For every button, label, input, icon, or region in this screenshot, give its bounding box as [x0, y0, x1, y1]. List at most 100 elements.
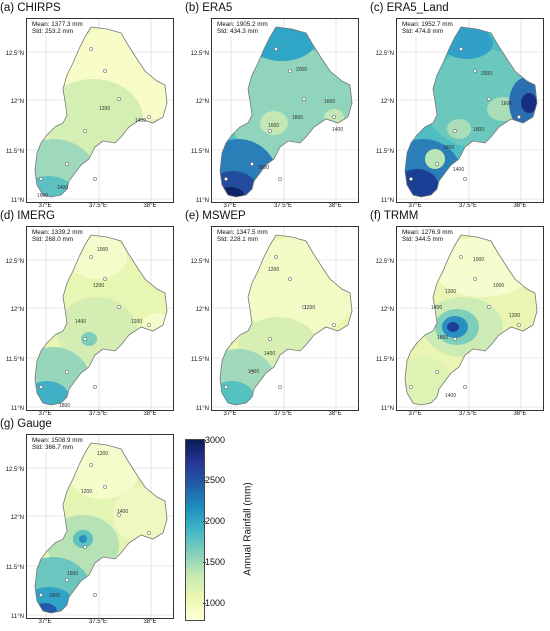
lat-tick: 11.5°N: [376, 357, 394, 363]
lon-tick: 37.5°E: [88, 411, 108, 417]
std-text: Std: 268.0 mm: [32, 236, 73, 244]
contour-label: 1400: [332, 127, 343, 133]
lon-tick: 37.5°E: [458, 411, 478, 417]
contour-label: 1400: [57, 185, 68, 191]
lon-tick: 37.5°E: [458, 203, 478, 209]
lat-tick: 11.5°N: [191, 149, 209, 155]
contour-label: 1800: [49, 593, 60, 599]
contour-label: 2000: [296, 67, 307, 73]
rainfall-map: 1200 1200 1400 1400: [212, 227, 358, 410]
contour-label: 1800: [437, 335, 448, 341]
colorbar-tick-mark: [203, 521, 206, 522]
colorbar-label: Annual Rainfall (mm): [242, 482, 254, 576]
lat-tick: 11.5°N: [191, 357, 209, 363]
mean-text: Mean: 1952.7 mm: [402, 21, 453, 28]
contour-label: 1800: [473, 127, 484, 133]
lat-tick: 12.5°N: [375, 259, 394, 265]
stats-box: Mean: 1905.2 mm Std: 434.3 mm: [215, 21, 270, 36]
lat-tick: 11.5°N: [6, 565, 24, 571]
stats-box: Mean: 1276.9 mm Std: 344.5 mm: [400, 229, 455, 244]
map-panel-era5-land: (c) ERA5_Land 12.5°N 12°N 11.5°N 11°N 37…: [370, 2, 545, 212]
lat-tick: 12.5°N: [5, 51, 24, 57]
mean-text: Mean: 1905.2 mm: [217, 21, 268, 28]
map-frame: Mean: 1905.2 mm Std: 434.3 mm: [211, 18, 359, 203]
colorbar-tick-label: 1500: [205, 557, 226, 567]
lat-tick: 12.5°N: [5, 467, 24, 473]
colorbar-tick-label: 3000: [205, 435, 226, 445]
mean-text: Mean: 1377.3 mm: [32, 21, 83, 28]
lon-tick: 38°E: [143, 411, 157, 417]
lat-tick: 11°N: [11, 198, 24, 204]
lon-tick: 37°E: [223, 411, 237, 417]
lon-tick: 37.5°E: [273, 203, 293, 209]
lon-tick: 37°E: [38, 411, 52, 417]
lon-tick: 37°E: [408, 411, 422, 417]
rainfall-map: 1000 1200 1400 1200 1000 1400 1800: [397, 227, 543, 410]
std-text: Std: 253.2 mm: [32, 28, 73, 36]
map-panel-imerg: (d) IMERG 12.5°N 12°N 11.5°N 11°N 37°E 3…: [0, 210, 175, 420]
lat-tick: 11°N: [196, 406, 209, 412]
contour-label: 1000: [473, 257, 484, 263]
mean-text: Mean: 1347.5 mm: [217, 229, 268, 236]
contour-label: 1400: [264, 351, 275, 357]
contour-label: 1200: [81, 489, 92, 495]
lat-tick: 11°N: [11, 406, 24, 412]
contour-label: 1600: [324, 99, 335, 105]
contour-label: 1200: [445, 289, 456, 295]
std-text: Std: 434.3 mm: [217, 28, 258, 36]
lon-tick: 38°E: [328, 411, 342, 417]
lon-tick: 38°E: [143, 203, 157, 209]
map-panel-mswep: (e) MSWEP 12.5°N 12°N 11.5°N 11°N 37°E 3…: [185, 210, 360, 420]
panel-title: (a) CHIRPS: [0, 2, 61, 14]
contour-label: 1200: [268, 267, 279, 273]
contour-label: 1200: [99, 106, 110, 112]
lat-tick: 12°N: [10, 515, 24, 521]
map-frame: Mean: 1952.7 mm Std: 474.8 mm: [396, 18, 544, 203]
contour-label: 1600: [268, 123, 279, 129]
contour-label: 1400: [248, 369, 259, 375]
lon-tick: 37°E: [223, 203, 237, 209]
stats-box: Mean: 1347.5 mm Std: 228.1 mm: [215, 229, 270, 244]
stats-box: Mean: 1952.7 mm Std: 474.8 mm: [400, 21, 455, 36]
rainfall-map: 1200 1200 1400 1600 1800: [27, 435, 173, 618]
lat-tick: 11°N: [11, 614, 24, 620]
map-frame: Mean: 1377.3 mm Std: 253.2 mm 1200: [26, 18, 174, 203]
map-panel-chirps: (a) CHIRPS 12.5°N 12°N 11.5°N 11°N 37°E …: [0, 2, 175, 212]
panel-title: (b) ERA5: [185, 2, 233, 14]
map-frame: Mean: 1339.2 mm Std: 268.0 mm: [26, 226, 174, 411]
lat-tick: 12°N: [195, 99, 209, 105]
lat-tick: 12°N: [195, 307, 209, 313]
mean-text: Mean: 1339.2 mm: [32, 229, 83, 236]
contour-label: 1800: [59, 403, 70, 409]
rainfall-map: 1000 1200 1400 1200 1800: [27, 227, 173, 410]
lon-tick: 37°E: [408, 203, 422, 209]
gauge-stations: [39, 47, 151, 181]
lat-tick: 12°N: [380, 99, 394, 105]
std-text: Std: 366.7 mm: [32, 444, 73, 452]
std-text: Std: 474.8 mm: [402, 28, 443, 36]
contour-label: 1400: [135, 118, 146, 124]
contour-label: 1200: [97, 451, 108, 457]
colorbar-tick-mark: [203, 480, 206, 481]
contour-label: 1400: [75, 319, 86, 325]
rainfall-map: 2000 1600 1800 1600 1400 2000: [212, 19, 358, 202]
lat-tick: 12°N: [380, 307, 394, 313]
colorbar-tick-label: 2000: [205, 516, 226, 526]
contour-label: 1800: [292, 115, 303, 121]
contour-label: 1200: [93, 283, 104, 289]
contour-label: 1600: [37, 193, 48, 199]
lon-tick: 37°E: [38, 619, 52, 625]
colorbar-tick-mark: [203, 562, 206, 563]
map-frame: Mean: 1276.9 mm Std: 344.5 mm: [396, 226, 544, 411]
contour-label: 1400: [117, 509, 128, 515]
std-text: Std: 344.5 mm: [402, 236, 443, 244]
panel-title: (e) MSWEP: [185, 210, 246, 222]
contour-label: 1400: [431, 305, 442, 311]
lat-tick: 11°N: [196, 198, 209, 204]
panel-title: (g) Gauge: [0, 418, 52, 430]
contour-label: 1400: [445, 393, 456, 399]
lon-tick: 38°E: [513, 203, 527, 209]
lon-tick: 37.5°E: [273, 411, 293, 417]
colorbar-tick-label: 1000: [205, 598, 226, 608]
lat-tick: 11°N: [381, 198, 394, 204]
